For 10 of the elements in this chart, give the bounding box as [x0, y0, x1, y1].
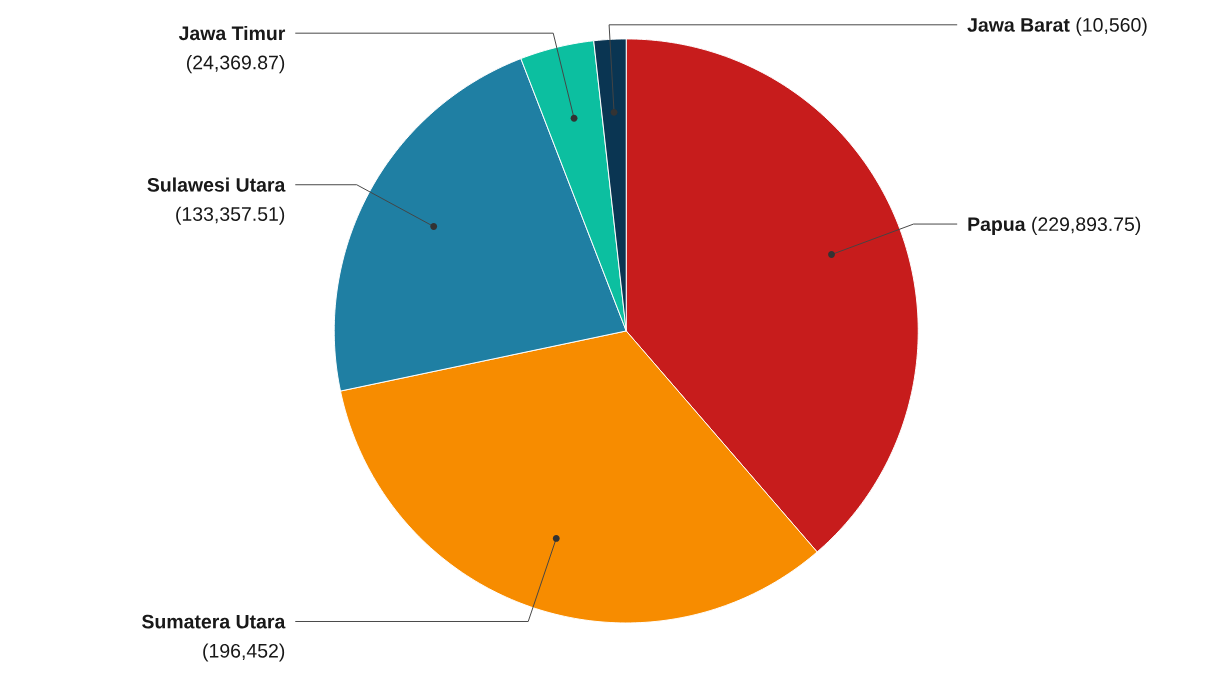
slice-label: Sulawesi Utara: [147, 177, 286, 192]
data-label: (133,357.51): [176, 206, 285, 225]
data-label: (10,560): [1076, 17, 1147, 36]
slice-label: Sumatera Utara: [142, 614, 286, 629]
data-label: (24,369.87): [186, 54, 285, 74]
data-label: (196,452): [203, 643, 285, 662]
slice-label: Jawa Barat: [967, 18, 1070, 32]
slice-label: Papua: [968, 217, 1026, 235]
slice-label: Jawa Timur: [178, 25, 286, 40]
data-label: (229,893.75): [1032, 216, 1141, 235]
